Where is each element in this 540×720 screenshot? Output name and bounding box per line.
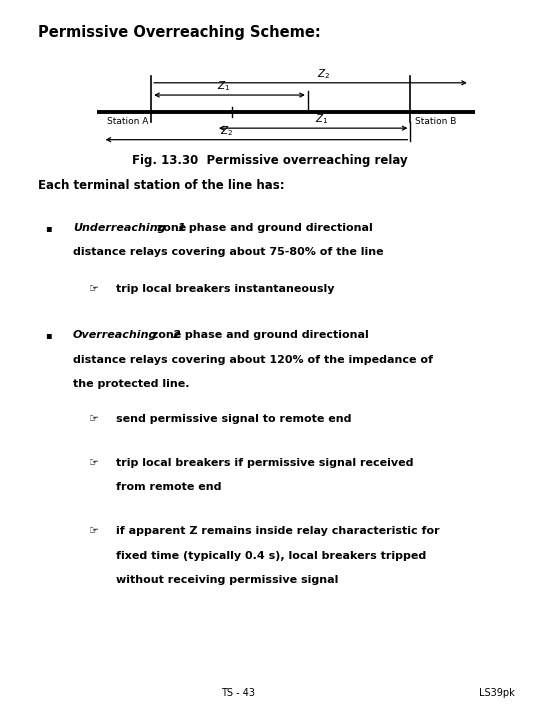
Text: if apparent Z remains inside relay characteristic for: if apparent Z remains inside relay chara… bbox=[116, 526, 440, 536]
Text: fixed time (typically 0.4 s), local breakers tripped: fixed time (typically 0.4 s), local brea… bbox=[116, 551, 427, 561]
Text: distance relays covering about 120% of the impedance of: distance relays covering about 120% of t… bbox=[73, 355, 433, 365]
Text: the protected line.: the protected line. bbox=[73, 379, 190, 390]
Text: Permissive Overreaching Scheme:: Permissive Overreaching Scheme: bbox=[38, 25, 321, 40]
Text: without receiving permissive signal: without receiving permissive signal bbox=[116, 575, 339, 585]
Text: trip local breakers instantaneously: trip local breakers instantaneously bbox=[116, 284, 335, 294]
Text: $Z_2$: $Z_2$ bbox=[220, 124, 233, 138]
Text: LS39pk: LS39pk bbox=[479, 688, 515, 698]
Text: ☞: ☞ bbox=[90, 413, 99, 423]
Text: Overreaching: Overreaching bbox=[73, 330, 157, 341]
Text: ☞: ☞ bbox=[90, 526, 99, 536]
Text: ▪: ▪ bbox=[45, 330, 52, 341]
Text: Each terminal station of the line has:: Each terminal station of the line has: bbox=[38, 179, 285, 192]
Text: ▪: ▪ bbox=[45, 222, 52, 233]
Text: send permissive signal to remote end: send permissive signal to remote end bbox=[116, 413, 352, 423]
Text: ☞: ☞ bbox=[90, 284, 99, 294]
Text: 2: 2 bbox=[173, 330, 180, 341]
Text: $Z_1$: $Z_1$ bbox=[218, 79, 231, 93]
Text: Underreaching: Underreaching bbox=[73, 222, 166, 233]
Text: 1: 1 bbox=[177, 222, 185, 233]
Text: Station A: Station A bbox=[107, 117, 148, 125]
Text: TS - 43: TS - 43 bbox=[221, 688, 254, 698]
Text: Fig. 13.30  Permissive overreaching relay: Fig. 13.30 Permissive overreaching relay bbox=[132, 154, 408, 167]
Text: from remote end: from remote end bbox=[116, 482, 221, 492]
Text: phase and ground directional: phase and ground directional bbox=[185, 222, 373, 233]
Text: $Z_2$: $Z_2$ bbox=[318, 67, 330, 81]
Text: Station B: Station B bbox=[415, 117, 456, 125]
Text: distance relays covering about 75-80% of the line: distance relays covering about 75-80% of… bbox=[73, 247, 383, 257]
Text: phase and ground directional: phase and ground directional bbox=[181, 330, 369, 341]
Text: ☞: ☞ bbox=[90, 458, 99, 467]
Text: trip local breakers if permissive signal received: trip local breakers if permissive signal… bbox=[116, 458, 414, 467]
Text: zone: zone bbox=[148, 330, 186, 341]
Text: $Z_1$: $Z_1$ bbox=[315, 112, 328, 126]
Text: zone: zone bbox=[153, 222, 190, 233]
